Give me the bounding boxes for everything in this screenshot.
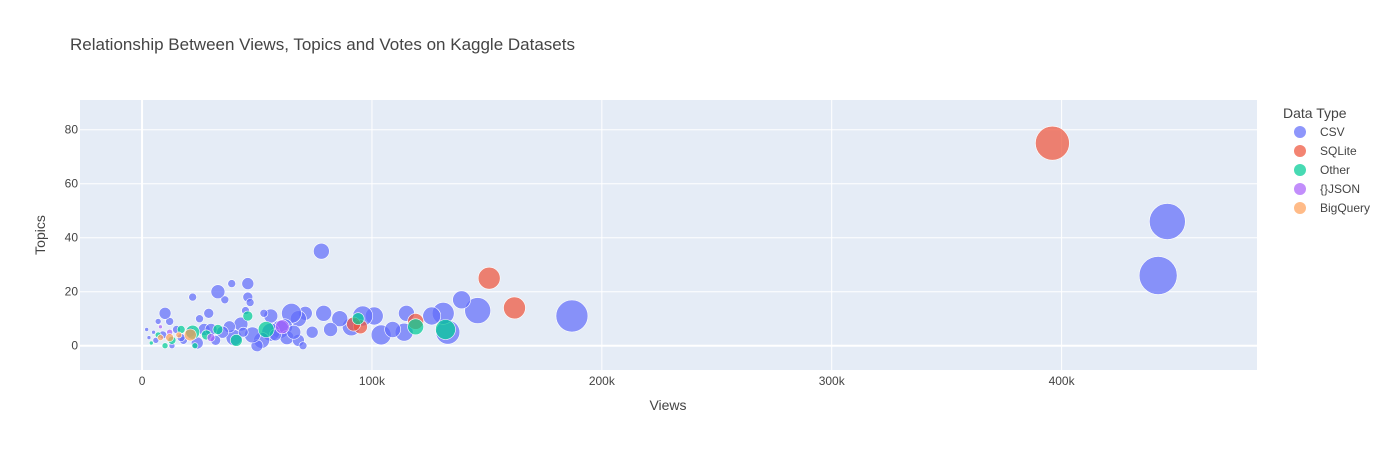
- x-tick-label: 300k: [819, 374, 846, 388]
- y-tick-label: 20: [65, 285, 79, 299]
- data-point: [212, 324, 224, 335]
- data-point: [331, 310, 349, 328]
- data-point: [165, 333, 174, 342]
- legend-marker: [1294, 202, 1306, 214]
- data-point: [435, 319, 456, 340]
- x-axis-ticks: 0 100k 200k 300k 400k: [139, 374, 1076, 388]
- data-point: [191, 342, 199, 350]
- data-point: [210, 284, 226, 300]
- data-point: [452, 290, 471, 310]
- y-tick-label: 40: [65, 231, 79, 245]
- data-point: [161, 342, 169, 350]
- data-point: [158, 324, 163, 330]
- data-point: [257, 321, 275, 338]
- y-tick-label: 80: [65, 123, 79, 137]
- data-point: [1035, 125, 1070, 161]
- data-point: [313, 242, 330, 260]
- data-point: [407, 318, 424, 336]
- data-point: [305, 325, 319, 339]
- data-point: [351, 312, 365, 326]
- legend-label: {}JSON: [1320, 182, 1360, 196]
- legend-label: BigQuery: [1320, 201, 1370, 215]
- chart-title: Relationship Between Views, Topics and V…: [70, 35, 575, 54]
- data-point: [477, 266, 501, 290]
- data-point: [154, 318, 162, 325]
- data-point: [227, 279, 237, 288]
- data-point: [274, 319, 290, 335]
- data-point: [206, 333, 216, 342]
- data-point: [464, 297, 491, 324]
- data-point: [1149, 203, 1186, 240]
- legend-label: SQLite: [1320, 144, 1357, 158]
- data-point: [195, 314, 204, 324]
- data-point: [259, 308, 269, 318]
- legend-label: CSV: [1320, 125, 1345, 139]
- data-point: [184, 328, 197, 342]
- data-point: [323, 322, 338, 337]
- legend-marker: [1294, 126, 1306, 138]
- data-point: [422, 306, 442, 326]
- data-point: [315, 304, 332, 322]
- x-tick-label: 400k: [1049, 374, 1076, 388]
- y-tick-label: 60: [65, 177, 79, 191]
- x-tick-label: 200k: [589, 374, 616, 388]
- data-point: [203, 307, 215, 319]
- data-point: [242, 310, 254, 322]
- legend-marker: [1294, 164, 1306, 176]
- y-axis-ticks: 0 20 40 60 80: [65, 123, 79, 353]
- data-point: [175, 331, 183, 339]
- data-point: [220, 295, 230, 305]
- data-points: [144, 125, 1186, 353]
- y-tick-label: 0: [71, 339, 78, 353]
- legend-marker: [1294, 183, 1306, 195]
- data-point: [555, 299, 589, 333]
- y-axis-title: Topics: [32, 215, 48, 255]
- data-point: [157, 334, 164, 341]
- data-point: [245, 298, 255, 307]
- data-point: [158, 306, 172, 320]
- legend-title: Data Type: [1283, 105, 1347, 121]
- data-point: [503, 296, 526, 320]
- data-point: [144, 327, 149, 332]
- data-point: [1138, 256, 1178, 295]
- legend: Data Type CSV SQLite Other {}JSON BigQuery: [1283, 105, 1370, 215]
- data-point: [241, 277, 255, 290]
- legend-marker: [1294, 145, 1306, 157]
- data-point: [237, 326, 249, 338]
- data-point: [230, 333, 243, 347]
- data-point: [384, 321, 401, 338]
- x-axis-title: Views: [649, 397, 686, 413]
- x-tick-label: 0: [139, 374, 146, 388]
- x-tick-label: 100k: [359, 374, 386, 388]
- data-point: [188, 292, 197, 302]
- data-point: [146, 335, 152, 340]
- data-point: [148, 340, 154, 346]
- data-point: [298, 341, 308, 351]
- legend-label: Other: [1320, 163, 1350, 177]
- data-point: [151, 329, 156, 335]
